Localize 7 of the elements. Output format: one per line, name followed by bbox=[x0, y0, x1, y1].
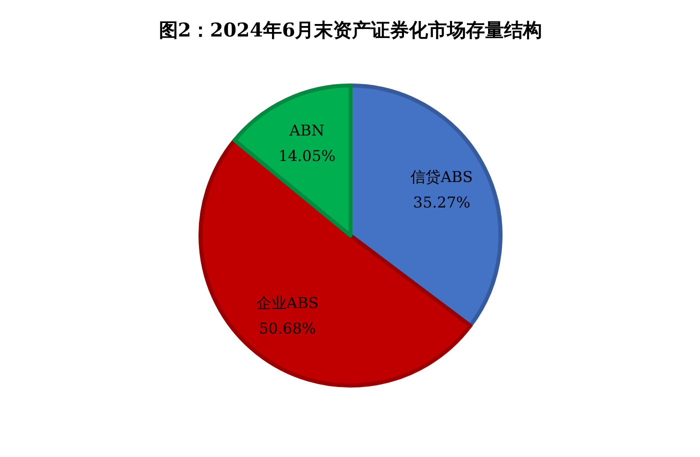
slice-label: 信贷ABS bbox=[410, 168, 473, 186]
slice-label: ABN bbox=[288, 122, 324, 140]
data-label: 50.68% bbox=[258, 319, 316, 338]
slice-label: 企业ABS bbox=[256, 294, 319, 312]
chart-title: 图2：2024年6月末资产证券化市场存量结构 bbox=[158, 20, 542, 42]
data-label: 35.27% bbox=[413, 194, 470, 212]
data-label: 14.05% bbox=[278, 147, 336, 166]
